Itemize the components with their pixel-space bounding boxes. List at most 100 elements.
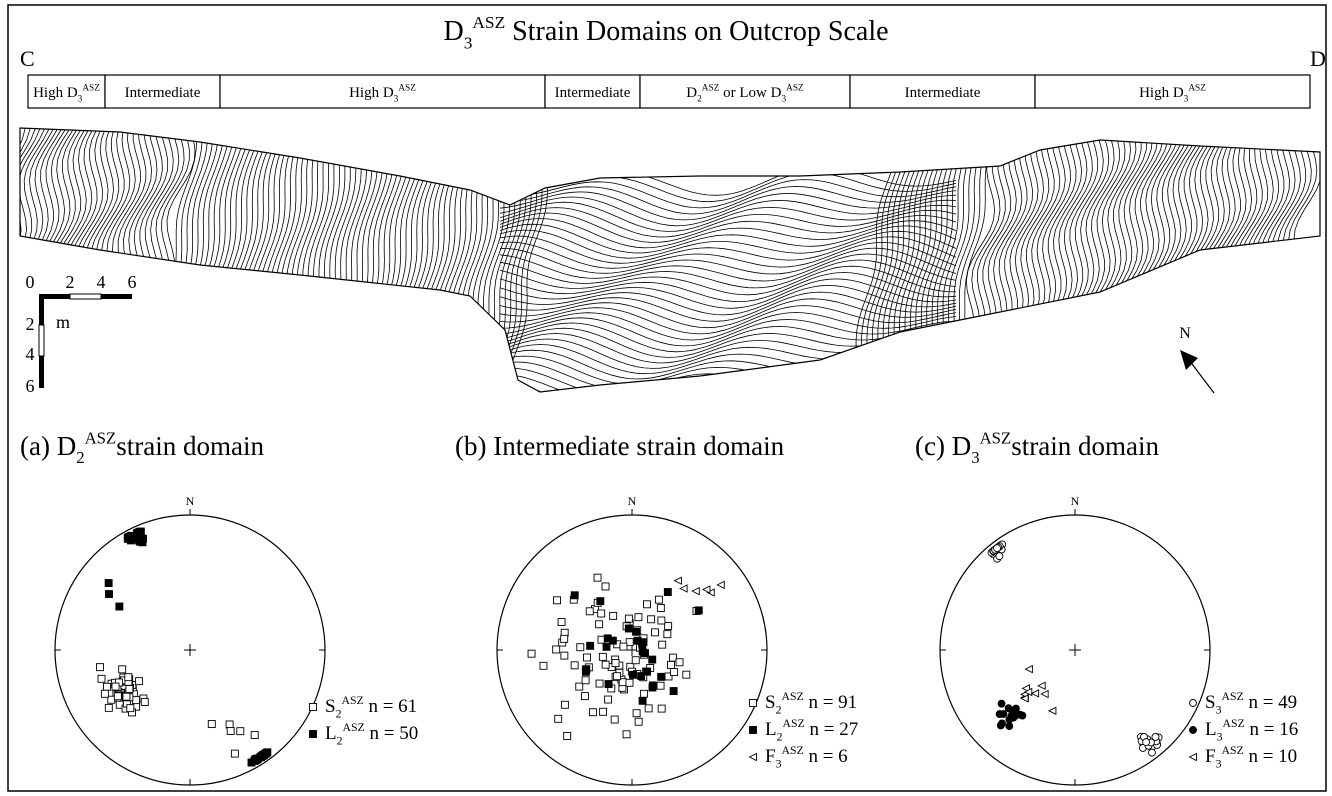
text-part: ASZ: [1223, 717, 1245, 730]
foliation-line: [859, 110, 908, 400]
point: [665, 623, 672, 630]
domain-label: Intermediate: [555, 85, 631, 101]
outcrop-outline: [20, 128, 1320, 392]
fold-line: [500, 380, 956, 407]
foliation-line: [891, 110, 946, 400]
foliation-line: [1127, 110, 1191, 400]
point: [554, 597, 561, 604]
foliation-line: [459, 110, 518, 400]
text-part: 3: [776, 758, 782, 771]
north-label: N: [628, 494, 637, 508]
text-part: 3: [394, 95, 399, 105]
foliation-line: [205, 110, 262, 400]
north-label: N: [186, 494, 195, 508]
point: [648, 616, 655, 623]
foliation-line: [1033, 110, 1081, 400]
foliation-line: [940, 110, 999, 400]
text-part: ASZ: [781, 690, 803, 703]
point: [605, 681, 612, 688]
fold-line: [500, 334, 956, 364]
foliation-line: [304, 110, 355, 400]
foliation-line: [1012, 110, 1063, 400]
foliation-line: [200, 110, 256, 400]
fold-line: [500, 345, 956, 374]
point: [676, 659, 683, 666]
point: [561, 635, 568, 642]
text-part: 2: [76, 448, 84, 467]
foliation-line: [326, 110, 374, 400]
point: [127, 705, 134, 712]
point: [750, 727, 757, 734]
point: [1190, 727, 1197, 734]
scale-segment: [39, 356, 44, 388]
text-part: ASZ: [343, 721, 365, 734]
foliation-line: [946, 110, 1013, 400]
point: [98, 675, 105, 682]
text-part: ASZ: [1221, 744, 1243, 757]
foliation-line: [934, 110, 993, 400]
point: [695, 607, 702, 614]
text-part: L: [1205, 719, 1217, 740]
scale-label: 4: [26, 344, 35, 364]
point: [717, 581, 724, 588]
scale-label: 6: [26, 376, 35, 396]
point: [208, 721, 215, 728]
point: [645, 705, 652, 712]
foliation-line: [408, 110, 460, 400]
foliation-line: [82, 110, 133, 400]
stereonet-title: (b) Intermediate strain domain: [455, 431, 785, 461]
point: [596, 680, 603, 687]
foliation-line: [1055, 110, 1103, 400]
point: [227, 727, 234, 734]
stereonet: [940, 509, 1210, 785]
foliation-line: [103, 110, 151, 400]
foliation-line: [376, 110, 422, 400]
text-part: ASZ: [786, 84, 804, 94]
legend-entry: F3ASZ n = 6: [765, 744, 848, 771]
text-part: 3: [1217, 731, 1223, 744]
fold-line: [500, 292, 956, 321]
point: [1019, 712, 1026, 719]
foliation-line: [1170, 110, 1238, 400]
domain-label: Intermediate: [125, 85, 201, 101]
point: [1148, 749, 1155, 756]
legend-entry: F3ASZ n = 10: [1205, 744, 1297, 771]
foliation-line: [1225, 110, 1281, 400]
foliation-line: [1230, 110, 1285, 400]
text-part: 2: [336, 708, 342, 721]
point: [141, 698, 148, 705]
point: [633, 710, 640, 717]
foliation-line: [1118, 110, 1179, 400]
point: [1049, 707, 1056, 714]
text-part: n = 91: [804, 692, 857, 713]
text-part: or Low D: [719, 85, 781, 101]
foliation-line: [1257, 110, 1305, 400]
foliation-line: [70, 110, 124, 400]
figure-title: D3ASZ Strain Domains on Outcrop Scale: [443, 13, 888, 52]
foliation-line: [1252, 110, 1301, 400]
point: [1006, 723, 1013, 730]
text-part: 2: [697, 95, 702, 105]
point: [674, 577, 681, 584]
foliation-line: [336, 110, 382, 400]
foliation-line: [1082, 110, 1130, 400]
point: [1000, 711, 1007, 718]
point: [633, 628, 640, 635]
text-part: n = 50: [365, 723, 418, 744]
point: [996, 553, 1003, 560]
point: [114, 693, 121, 700]
point: [602, 583, 609, 590]
point: [1190, 700, 1197, 707]
foliation-line: [1028, 110, 1076, 400]
text-part: Intermediate: [905, 85, 981, 101]
scale-segment: [39, 325, 44, 356]
foliation-line: [952, 110, 1018, 400]
point: [644, 668, 651, 675]
foliation-line: [868, 110, 919, 400]
scale-segment: [39, 294, 44, 325]
text-part: (b) Intermediate strain domain: [455, 431, 785, 461]
text-part: ASZ: [783, 717, 805, 730]
foliation-line: [210, 110, 268, 400]
point: [133, 697, 140, 704]
point: [658, 617, 665, 624]
